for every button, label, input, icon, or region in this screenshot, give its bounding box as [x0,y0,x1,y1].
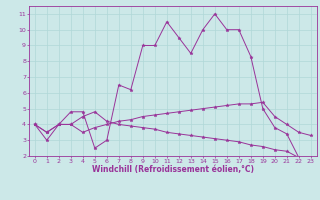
X-axis label: Windchill (Refroidissement éolien,°C): Windchill (Refroidissement éolien,°C) [92,165,254,174]
